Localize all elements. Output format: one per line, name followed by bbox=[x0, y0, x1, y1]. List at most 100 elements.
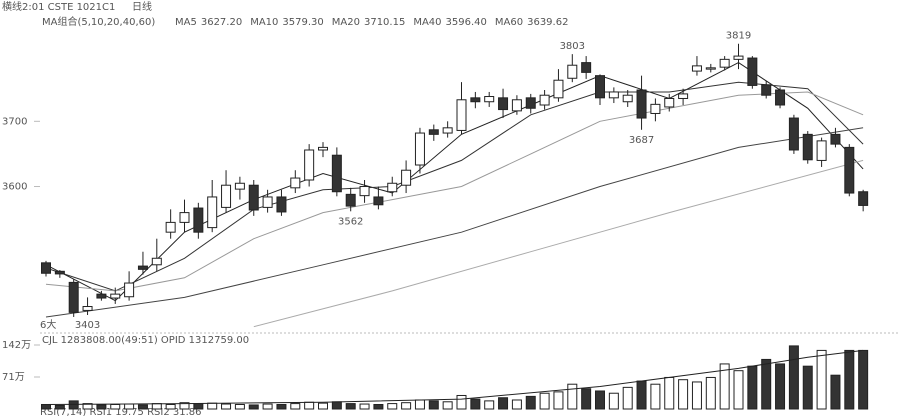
ma-line bbox=[253, 159, 864, 328]
volume-bar bbox=[124, 403, 135, 410]
oi-line bbox=[45, 349, 864, 405]
candle-body bbox=[137, 265, 148, 270]
candle-body bbox=[581, 62, 592, 73]
volume-bar bbox=[581, 388, 592, 410]
volume-bar bbox=[428, 400, 439, 410]
volume-bar bbox=[331, 401, 342, 410]
volume-bar bbox=[595, 390, 605, 410]
candle-body bbox=[359, 186, 370, 197]
volume-bar bbox=[318, 402, 328, 410]
ma-legend-name: MA5 bbox=[175, 17, 197, 28]
candle-body bbox=[276, 196, 287, 213]
ma-legend-value: 3579.30 bbox=[282, 17, 323, 28]
candle-body bbox=[331, 154, 342, 193]
ma-legend-value: 3596.40 bbox=[446, 17, 487, 28]
ma-line bbox=[45, 127, 864, 318]
volume-bar bbox=[498, 397, 509, 410]
volume-bar bbox=[567, 383, 578, 410]
candle-body bbox=[124, 282, 135, 298]
volume-bar bbox=[110, 403, 121, 410]
candle-body bbox=[290, 177, 301, 189]
volume-bar bbox=[207, 402, 218, 410]
ma-legend-value: 3710.15 bbox=[364, 17, 405, 28]
candle-body bbox=[248, 184, 259, 211]
volume-bar bbox=[234, 403, 245, 410]
candle-body bbox=[96, 293, 107, 299]
volume-bar bbox=[830, 374, 841, 410]
candle-body bbox=[788, 117, 799, 151]
volume-bar bbox=[179, 402, 190, 410]
volume-bar bbox=[68, 400, 79, 410]
candle-body bbox=[304, 149, 315, 181]
candle-body bbox=[318, 146, 328, 151]
v-tick-label: 142万 bbox=[2, 340, 31, 351]
candle-body bbox=[511, 99, 522, 112]
candle-body bbox=[54, 270, 65, 275]
volume-bar bbox=[747, 365, 758, 410]
footer: RSI(7,14) RSI1 19.75 RSI2 31.86 bbox=[40, 407, 202, 416]
candle-body bbox=[234, 182, 245, 190]
ma-legend-value: 3627.20 bbox=[201, 17, 242, 28]
candle-body bbox=[636, 89, 647, 119]
candle-body bbox=[345, 193, 356, 207]
annotation: 3819 bbox=[726, 31, 751, 42]
volume-bar bbox=[304, 401, 315, 410]
candle-body bbox=[179, 212, 190, 223]
candle-body bbox=[775, 89, 786, 106]
ma-legend-name: MA60 bbox=[495, 17, 523, 28]
ma-line bbox=[45, 91, 864, 292]
candle-body bbox=[816, 140, 827, 161]
volume-bar bbox=[484, 400, 495, 410]
candle-body bbox=[719, 58, 730, 68]
volume-bar bbox=[387, 403, 398, 410]
volume-bar bbox=[82, 403, 93, 410]
annotation: 3803 bbox=[560, 41, 585, 52]
candle-body bbox=[802, 133, 813, 161]
candle-body bbox=[82, 306, 93, 311]
candle-body bbox=[373, 196, 384, 206]
candle-body bbox=[553, 79, 564, 99]
volume-bar bbox=[442, 401, 453, 410]
volume-bar bbox=[414, 399, 425, 410]
ma-legend-name: MA10 bbox=[250, 17, 278, 28]
candle-body bbox=[484, 96, 495, 103]
volume-bar bbox=[733, 370, 744, 410]
volume-bar bbox=[705, 376, 716, 410]
header: 横线2:01 CSTE 1021C1 bbox=[2, 0, 115, 13]
y-tick-label: 3700 bbox=[2, 116, 27, 127]
volume-bar bbox=[622, 386, 633, 410]
candle-body bbox=[567, 64, 578, 79]
ma-line bbox=[45, 81, 864, 292]
candle-body bbox=[442, 127, 453, 134]
volume-bar bbox=[858, 349, 869, 410]
volume-bar bbox=[802, 365, 813, 410]
period[interactable]: 日线 bbox=[132, 0, 152, 13]
volume-bar bbox=[775, 363, 786, 410]
candle-body bbox=[705, 67, 716, 70]
candle-body bbox=[691, 65, 702, 72]
candle-body bbox=[595, 75, 605, 99]
ma-title: MA组合(5,10,20,40,60) bbox=[42, 15, 155, 28]
volume-bar bbox=[221, 403, 232, 410]
candle-body bbox=[664, 97, 675, 108]
candle-body bbox=[68, 281, 79, 313]
volume-bar bbox=[650, 383, 661, 410]
volume-bar bbox=[345, 403, 356, 410]
volume-bar bbox=[248, 404, 259, 410]
candle-body bbox=[151, 257, 162, 266]
volume-bar bbox=[816, 349, 827, 410]
candle-body bbox=[165, 221, 176, 233]
ma-legend-name: MA40 bbox=[413, 17, 441, 28]
candle-body bbox=[622, 94, 633, 103]
volume-bar bbox=[636, 380, 647, 410]
candle-body bbox=[414, 132, 425, 166]
volume-bar bbox=[151, 403, 162, 410]
volume-bar bbox=[719, 363, 730, 410]
volume-bar bbox=[193, 403, 204, 410]
candle-body bbox=[41, 262, 51, 274]
volume-bar bbox=[456, 394, 467, 410]
volume-bar bbox=[373, 403, 384, 410]
volume-bar bbox=[262, 403, 273, 410]
corner-label: 6大 bbox=[40, 318, 56, 331]
